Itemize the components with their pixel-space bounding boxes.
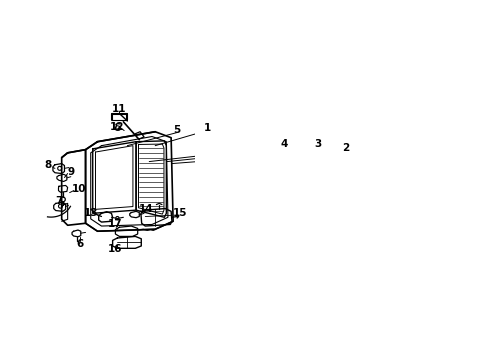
Text: 17: 17 [108, 220, 122, 229]
Text: 1: 1 [203, 123, 211, 133]
Text: 16: 16 [108, 244, 122, 254]
Text: 4: 4 [281, 139, 288, 149]
Text: 12: 12 [110, 122, 124, 131]
Text: 13: 13 [83, 207, 98, 217]
Text: 10: 10 [72, 184, 86, 194]
Text: 6: 6 [76, 239, 83, 249]
Text: δ: δ [114, 123, 122, 133]
Text: 14: 14 [139, 203, 154, 213]
Text: 2: 2 [343, 143, 350, 153]
Text: 15: 15 [172, 208, 187, 218]
Text: 3: 3 [315, 139, 322, 149]
Text: 11: 11 [112, 104, 126, 114]
Text: 7: 7 [55, 195, 63, 206]
Text: 5: 5 [173, 125, 181, 135]
Text: 8: 8 [44, 160, 51, 170]
Text: 9: 9 [67, 167, 74, 176]
